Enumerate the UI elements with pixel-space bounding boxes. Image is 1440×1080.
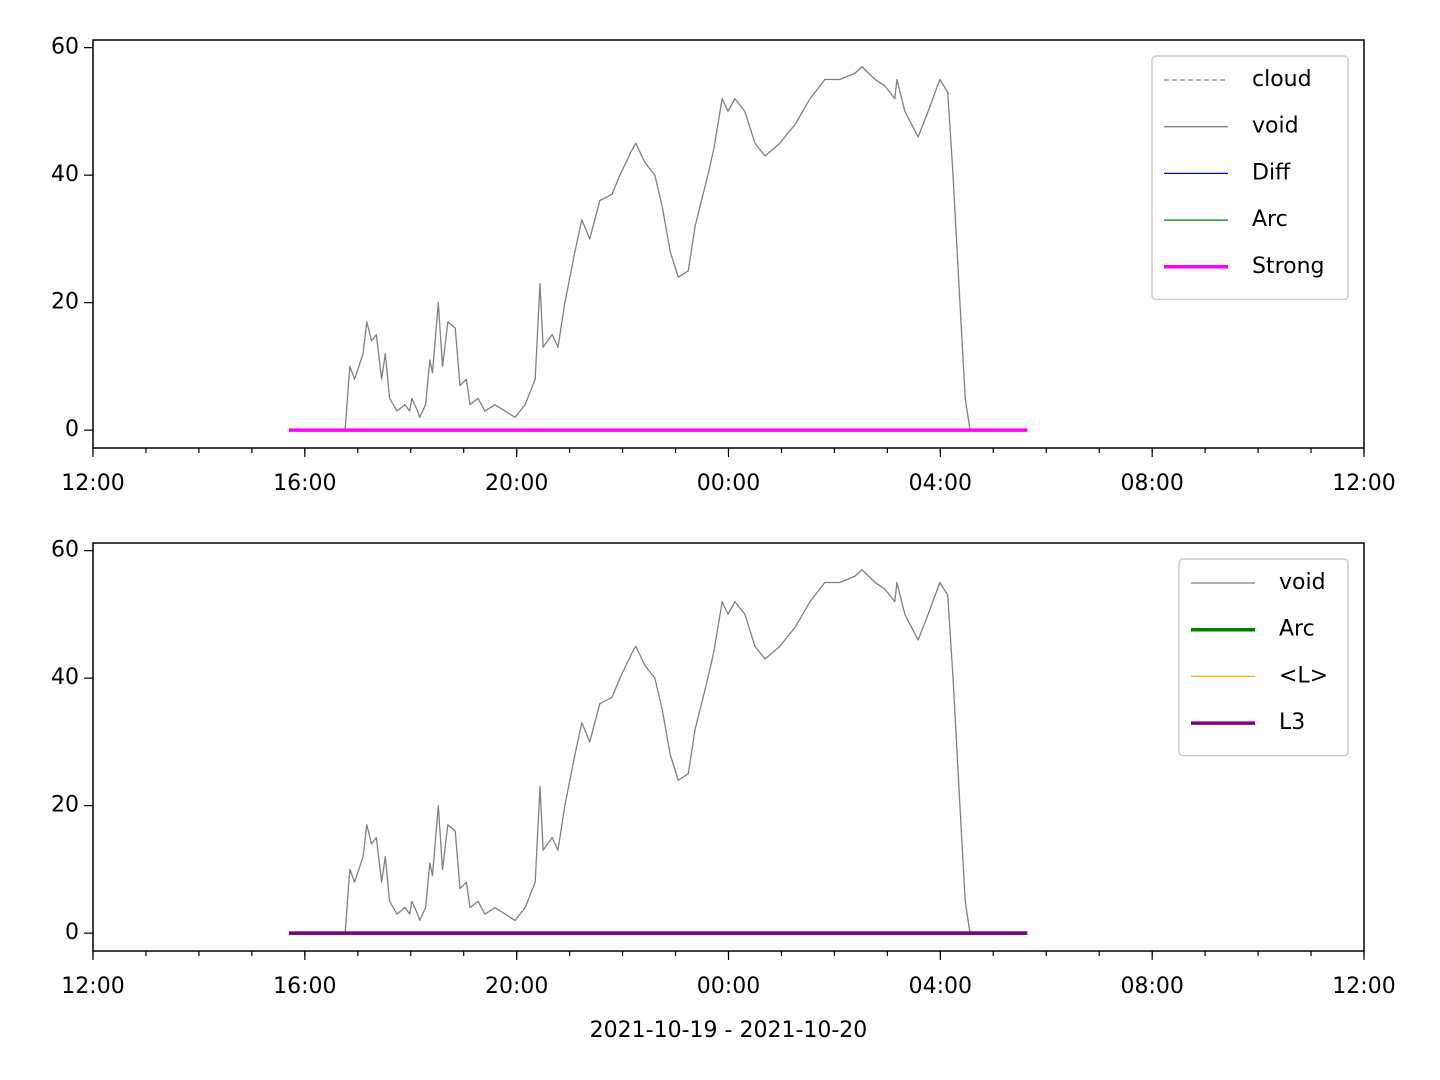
x-tick-label: 12:00 bbox=[61, 974, 124, 999]
x-tick-label: 12:00 bbox=[1332, 974, 1395, 999]
y-tick-label: 60 bbox=[51, 538, 79, 563]
legend-label: void bbox=[1279, 570, 1326, 595]
legend-label: L3 bbox=[1279, 710, 1305, 735]
series-line bbox=[324, 569, 971, 934]
legend-label: Arc bbox=[1279, 617, 1315, 642]
x-axis-label: 2021-10-19 - 2021-10-20 bbox=[590, 1018, 868, 1043]
x-tick-label: 08:00 bbox=[1120, 471, 1183, 496]
axes-frame bbox=[92, 39, 1365, 449]
legend-label: Arc bbox=[1252, 207, 1288, 232]
y-tick-label: 40 bbox=[51, 665, 79, 690]
x-tick-label: 04:00 bbox=[909, 974, 972, 999]
x-tick-label: 00:00 bbox=[697, 471, 760, 496]
legend-box bbox=[1178, 558, 1349, 757]
legend-label: <L> bbox=[1279, 663, 1328, 688]
x-tick-label: 16:00 bbox=[273, 974, 336, 999]
y-tick-label: 60 bbox=[51, 35, 79, 60]
series-line bbox=[324, 66, 971, 431]
y-tick-label: 20 bbox=[51, 290, 79, 315]
axes-frame bbox=[92, 542, 1365, 952]
x-tick-label: 20:00 bbox=[485, 974, 548, 999]
legend-box bbox=[1151, 55, 1349, 301]
legend-label: Diff bbox=[1252, 160, 1291, 185]
x-tick-label: 12:00 bbox=[1332, 471, 1395, 496]
x-tick-label: 04:00 bbox=[909, 471, 972, 496]
legend-label: cloud bbox=[1252, 67, 1312, 92]
y-tick-label: 0 bbox=[65, 920, 79, 945]
x-tick-label: 08:00 bbox=[1120, 974, 1183, 999]
y-tick-label: 20 bbox=[51, 793, 79, 818]
x-tick-label: 12:00 bbox=[61, 471, 124, 496]
x-tick-label: 20:00 bbox=[485, 471, 548, 496]
legend-label: Strong bbox=[1252, 254, 1325, 279]
y-tick-label: 40 bbox=[51, 162, 79, 187]
legend-label: void bbox=[1252, 114, 1299, 139]
x-tick-label: 16:00 bbox=[273, 471, 336, 496]
y-tick-label: 0 bbox=[65, 417, 79, 442]
x-tick-label: 00:00 bbox=[697, 974, 760, 999]
